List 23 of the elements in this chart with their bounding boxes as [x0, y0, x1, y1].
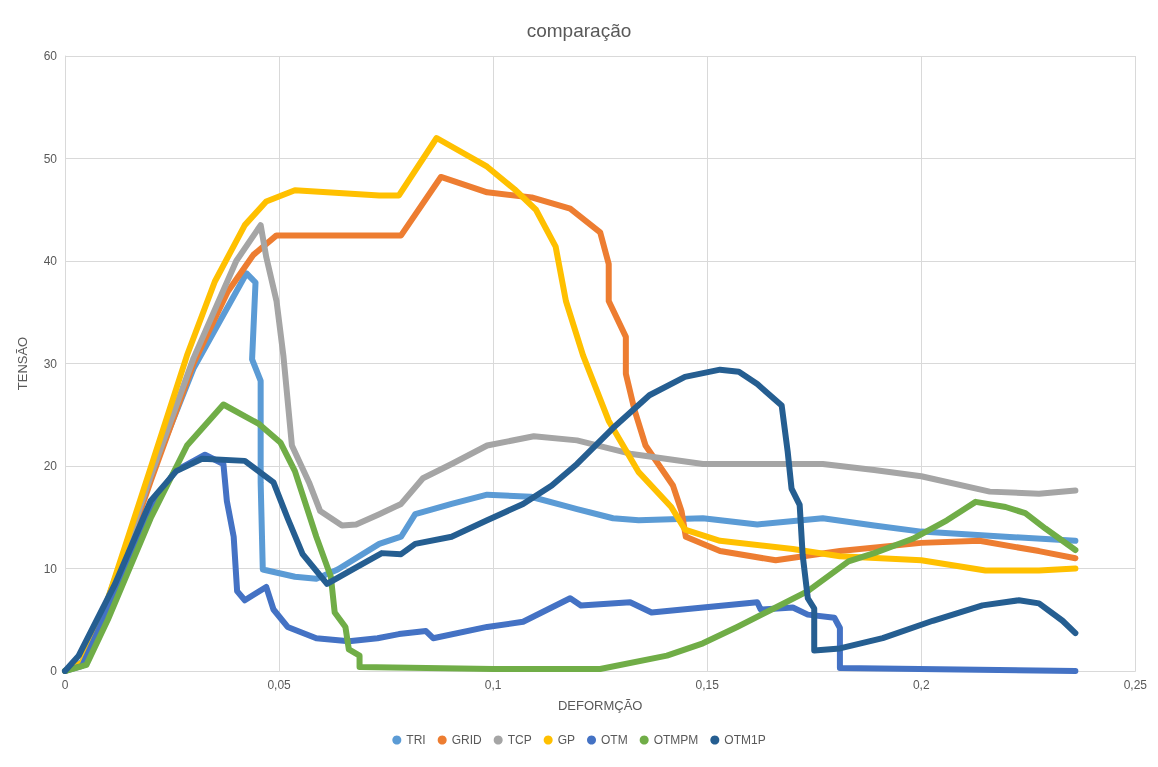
y-tick-label: 0: [50, 664, 58, 678]
chart-title: comparação: [526, 20, 632, 41]
x-tick-label: 0,05: [267, 678, 292, 692]
y-tick-label: 60: [43, 49, 58, 63]
x-axis-title: DEFORMÇÃO: [557, 698, 643, 713]
legend-label: OTMPM: [653, 733, 699, 747]
x-tick-label: 0,15: [695, 678, 720, 692]
legend-label: TRI: [406, 733, 426, 747]
y-axis-title: TENSÃO: [15, 336, 30, 391]
x-tick-label: 0,25: [1123, 678, 1148, 692]
legend-label: GP: [557, 733, 576, 747]
x-tick-label: 0,1: [484, 678, 502, 692]
y-tick-label: 10: [43, 561, 58, 576]
legend-label: TCP: [507, 733, 532, 747]
y-tick-label: 50: [43, 151, 58, 166]
y-tick-label: 30: [43, 356, 58, 371]
legend-label: OTM1P: [724, 733, 766, 747]
x-tick-label: 0,2: [912, 678, 930, 692]
y-tick-label: 40: [43, 254, 58, 268]
y-tick-label: 20: [43, 459, 58, 473]
x-tick-label: 0: [61, 678, 69, 692]
legend-label: GRID: [451, 733, 482, 747]
legend-label: OTM: [601, 733, 628, 747]
